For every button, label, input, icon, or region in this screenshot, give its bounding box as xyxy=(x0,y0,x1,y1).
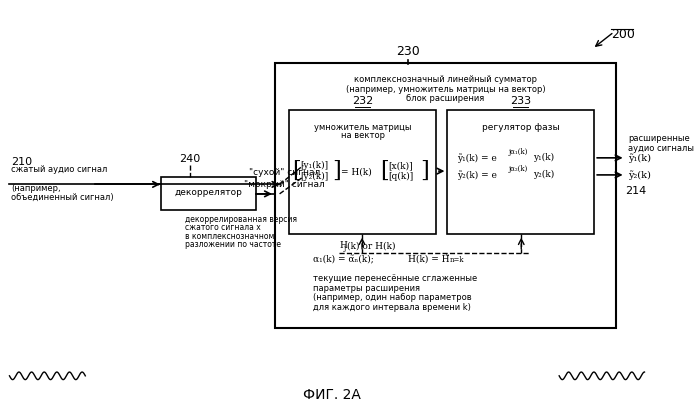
Text: комплекснозначный линейный сумматор: комплекснозначный линейный сумматор xyxy=(354,75,537,84)
Text: (например, один набор параметров: (например, один набор параметров xyxy=(312,293,471,303)
Text: текущие перенесённые сглаженные: текущие перенесённые сглаженные xyxy=(312,274,477,283)
Text: [y₂(k)]: [y₂(k)] xyxy=(301,172,329,181)
Bar xyxy=(289,111,436,234)
Text: 240: 240 xyxy=(179,155,200,165)
Text: декоррелированная версия: декоррелированная версия xyxy=(185,215,297,224)
Text: декоррелятор: декоррелятор xyxy=(175,189,243,197)
Text: 210: 210 xyxy=(11,157,32,167)
Text: ]: ] xyxy=(420,160,429,182)
Text: = H(k): = H(k) xyxy=(341,168,372,176)
Text: "сухой" сигнал: "сухой" сигнал xyxy=(249,168,320,177)
Text: блок расширения: блок расширения xyxy=(406,94,484,103)
Text: jα₁(k): jα₁(k) xyxy=(509,148,528,156)
Text: [: [ xyxy=(380,160,389,182)
Text: ]: ] xyxy=(332,160,341,182)
Text: ỹ₂(k) = e: ỹ₂(k) = e xyxy=(457,170,497,180)
Text: 214: 214 xyxy=(626,186,647,196)
Text: объединенный сигнал): объединенный сигнал) xyxy=(11,193,114,202)
Text: ỹ₁(k) = e: ỹ₁(k) = e xyxy=(457,153,496,163)
Text: 230: 230 xyxy=(396,45,419,58)
Text: y₂(k): y₂(k) xyxy=(533,171,554,179)
Bar xyxy=(275,63,616,328)
Text: сжатого сигнала x: сжатого сигнала x xyxy=(185,223,261,232)
Text: (например,: (например, xyxy=(11,184,61,194)
Text: n=k: n=k xyxy=(450,256,465,264)
Text: y₁(k): y₁(k) xyxy=(533,153,554,163)
Text: ỹ₁(k): ỹ₁(k) xyxy=(628,153,651,163)
Text: H(k) = H̃: H(k) = H̃ xyxy=(408,256,449,265)
Text: 200: 200 xyxy=(612,28,635,41)
Text: ỹ₂(k): ỹ₂(k) xyxy=(628,170,651,180)
Text: расширенные
аудио сигналы: расширенные аудио сигналы xyxy=(628,134,694,153)
Text: [q(k)]: [q(k)] xyxy=(389,172,414,181)
Text: ФИГ. 2А: ФИГ. 2А xyxy=(303,388,361,402)
Text: в комплекснозначном: в комплекснозначном xyxy=(185,232,274,241)
Text: α₁(k) = α̃ₙ(k);: α₁(k) = α̃ₙ(k); xyxy=(312,256,380,265)
Text: (например, умножитель матрицы на вектор): (например, умножитель матрицы на вектор) xyxy=(345,85,545,94)
Text: H: H xyxy=(339,241,347,251)
Text: регулятор фазы: регулятор фазы xyxy=(482,123,560,132)
Text: (k) or H(k): (k) or H(k) xyxy=(347,241,396,251)
Text: [y₁(k)]: [y₁(k)] xyxy=(301,161,329,170)
Text: j: j xyxy=(344,244,346,252)
Text: [x(k)]: [x(k)] xyxy=(389,161,413,170)
Text: "мокрый" сигнал: "мокрый" сигнал xyxy=(244,180,325,189)
Text: 233: 233 xyxy=(510,96,531,106)
Text: на вектор: на вектор xyxy=(340,131,384,140)
Text: jα₂(k): jα₂(k) xyxy=(509,165,528,173)
Text: умножитель матрицы: умножитель матрицы xyxy=(314,123,411,132)
Text: параметры расширения: параметры расширения xyxy=(312,284,420,293)
Text: сжатый аудио сигнал: сжатый аудио сигнал xyxy=(11,165,108,174)
Bar xyxy=(161,177,256,210)
Bar xyxy=(447,111,594,234)
Text: 232: 232 xyxy=(352,96,373,106)
Text: для каждого интервала времени k): для каждого интервала времени k) xyxy=(312,303,470,312)
Text: разложении по частоте: разложении по частоте xyxy=(185,241,281,249)
Text: [: [ xyxy=(292,160,301,182)
